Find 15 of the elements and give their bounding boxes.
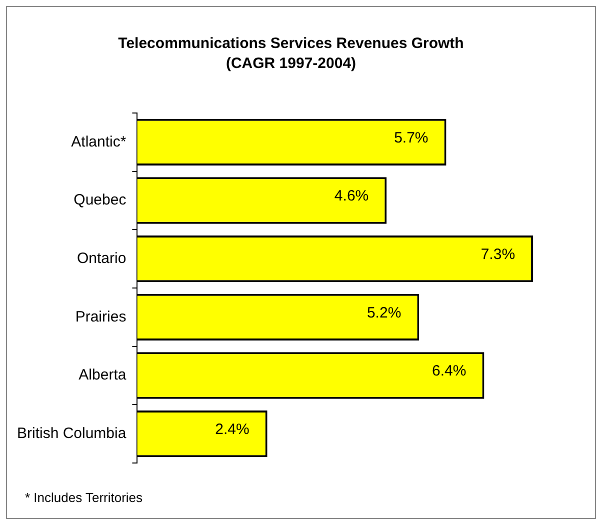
data-label: 2.4% bbox=[215, 420, 250, 438]
y-tick-label: Alberta bbox=[78, 366, 127, 384]
y-tick-label: Quebec bbox=[74, 192, 127, 209]
y-tick-label: Prairies bbox=[75, 308, 126, 326]
text: * Includes Territories bbox=[25, 490, 143, 505]
chart-title: Telecommunications Services Revenues Growth bbox=[118, 35, 464, 52]
y-tick-label: British Columbia bbox=[16, 424, 127, 442]
data-label: 4.6% bbox=[334, 188, 369, 205]
chart-subtitle: (CAGR 1997-2004) bbox=[226, 55, 356, 72]
y-tick-label: Atlantic* bbox=[71, 133, 126, 150]
data-label: 6.4% bbox=[432, 362, 466, 380]
data-label: 7.3% bbox=[480, 246, 516, 263]
data-label: 5.7% bbox=[394, 129, 428, 146]
data-label: 5.2% bbox=[366, 304, 402, 322]
y-tick-label: Ontario bbox=[77, 250, 126, 267]
